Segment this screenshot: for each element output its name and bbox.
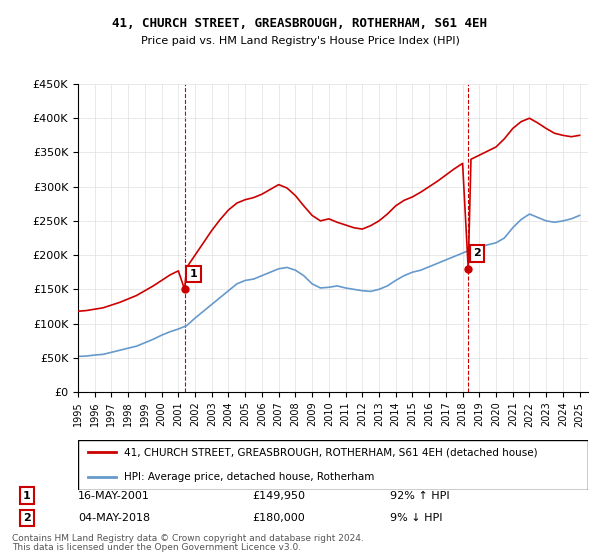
Text: 2: 2: [23, 513, 31, 523]
Text: 04-MAY-2018: 04-MAY-2018: [78, 513, 150, 523]
Text: 1: 1: [190, 269, 197, 279]
Text: 41, CHURCH STREET, GREASBROUGH, ROTHERHAM, S61 4EH: 41, CHURCH STREET, GREASBROUGH, ROTHERHA…: [113, 17, 487, 30]
Text: Contains HM Land Registry data © Crown copyright and database right 2024.: Contains HM Land Registry data © Crown c…: [12, 534, 364, 543]
Text: 9% ↓ HPI: 9% ↓ HPI: [390, 513, 443, 523]
Text: £180,000: £180,000: [252, 513, 305, 523]
FancyBboxPatch shape: [78, 440, 588, 490]
Text: HPI: Average price, detached house, Rotherham: HPI: Average price, detached house, Roth…: [124, 473, 374, 482]
Text: 2: 2: [473, 249, 481, 259]
Text: This data is licensed under the Open Government Licence v3.0.: This data is licensed under the Open Gov…: [12, 543, 301, 552]
Text: 16-MAY-2001: 16-MAY-2001: [78, 491, 150, 501]
Text: 92% ↑ HPI: 92% ↑ HPI: [390, 491, 449, 501]
Text: Price paid vs. HM Land Registry's House Price Index (HPI): Price paid vs. HM Land Registry's House …: [140, 36, 460, 46]
Text: 41, CHURCH STREET, GREASBROUGH, ROTHERHAM, S61 4EH (detached house): 41, CHURCH STREET, GREASBROUGH, ROTHERHA…: [124, 447, 538, 457]
Text: 1: 1: [23, 491, 31, 501]
Text: £149,950: £149,950: [252, 491, 305, 501]
